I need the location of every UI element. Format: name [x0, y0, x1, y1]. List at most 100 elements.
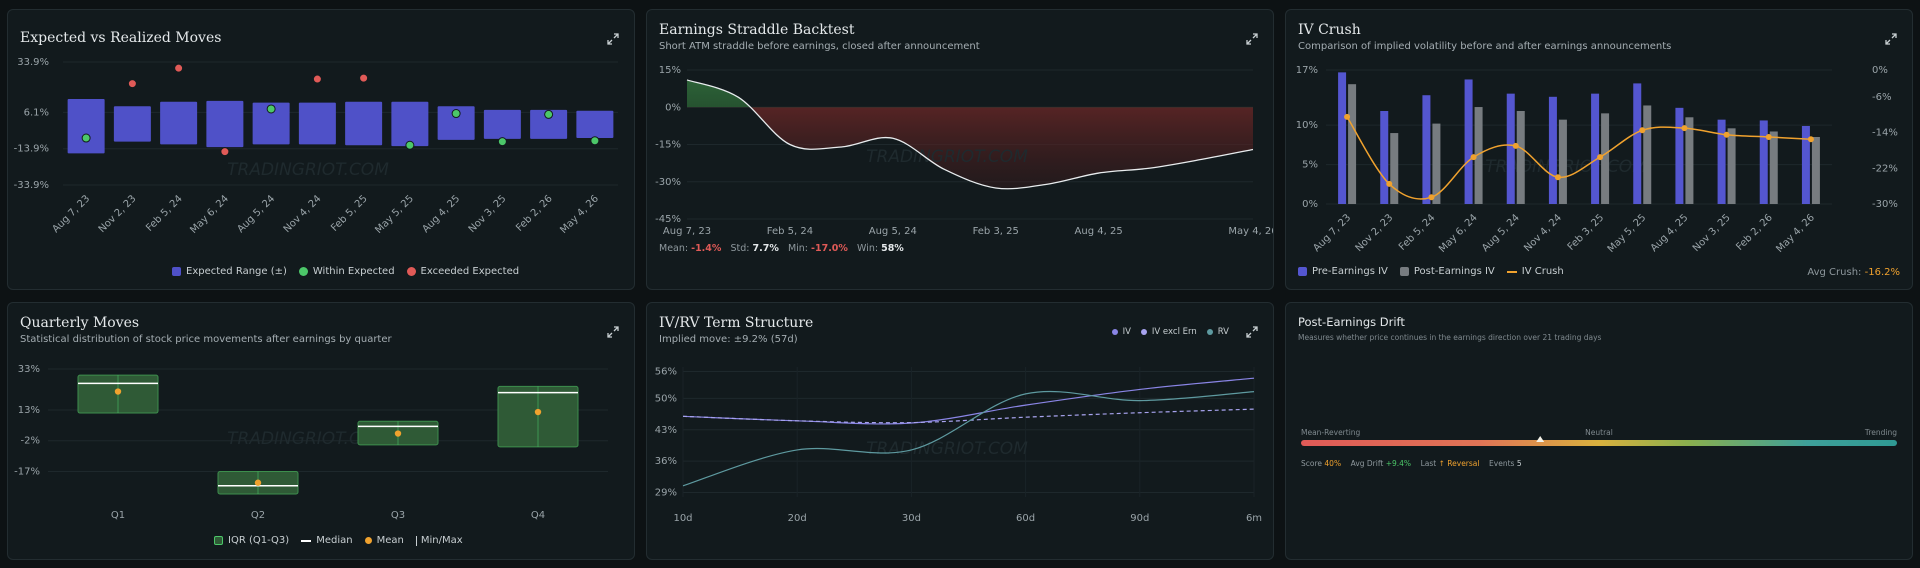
y-tick-label: 13%	[18, 405, 40, 416]
pre-earnings-iv-bar	[1633, 83, 1642, 204]
straddle-backtest-chart: 15% 0% -15% -30% -45% TRADINGRIOT.COM Aug 7, 2…	[655, 65, 1273, 237]
y-tick-label: 15%	[659, 65, 681, 76]
expand-icon[interactable]	[1245, 325, 1259, 339]
pnl-line	[686, 79, 1254, 190]
legend-swatch	[1206, 329, 1213, 335]
quarterly-moves-panel: Quarterly Moves Statistical distribution…	[7, 302, 635, 560]
chart-legend: Expected Range (±) Within Expected Excee…	[172, 266, 531, 277]
x-tick-label: Aug 4, 25	[1649, 212, 1691, 254]
legend-label: Post-Earnings IV	[1413, 266, 1495, 277]
expand-icon[interactable]	[606, 32, 620, 46]
legend-label: Min/Max	[420, 535, 463, 546]
expected-range-bar	[391, 101, 429, 147]
straddle-backtest-panel: Earnings Straddle Backtest Short ATM str…	[646, 9, 1274, 290]
panel-title: IV Crush	[1298, 22, 1361, 38]
x-tick-label: Aug 7, 23	[50, 193, 92, 235]
legend-item-iv: IV	[1111, 327, 1131, 337]
realized-move-dot	[312, 74, 322, 84]
stat-avg-drift: +9.4%	[1385, 459, 1412, 468]
y-tick-label-right: -6%	[1872, 92, 1891, 103]
x-tick-label: May 6, 24	[1437, 212, 1480, 255]
y-tick-label-right: 0%	[1872, 65, 1888, 76]
expected-range-bar	[530, 109, 568, 139]
chart-legend: IV IV excl Ern RV	[1111, 327, 1233, 337]
panel-title: Expected vs Realized Moves	[20, 30, 222, 46]
y-tick-label: -30%	[655, 177, 681, 188]
pre-earnings-iv-bar	[1464, 79, 1473, 204]
y-tick-label: 36%	[655, 456, 677, 467]
x-tick-label: Nov 4, 24	[1522, 212, 1564, 254]
mean-dot	[114, 388, 122, 395]
panel-subtitle: Comparison of implied volatility before …	[1298, 41, 1672, 52]
y-tick-label: 43%	[655, 425, 677, 436]
legend-label: RV	[1217, 327, 1229, 337]
iv-crush-point	[1428, 194, 1435, 201]
scale-label-mean-reverting: Mean-Reverting	[1301, 428, 1361, 437]
expected-range-bar	[298, 102, 336, 145]
x-tick-label: Aug 5, 24	[1480, 212, 1522, 254]
expand-icon[interactable]	[1245, 32, 1259, 46]
pre-earnings-iv-bar	[1338, 72, 1347, 204]
stat-score: 40%	[1324, 459, 1342, 468]
iv-crush-point	[1765, 134, 1772, 140]
legend-swatch	[1399, 267, 1409, 276]
iv-crush-point	[1344, 113, 1351, 120]
y-tick-label: 33%	[18, 364, 40, 375]
straddle-stats: Mean: -1.4% Std: 7.7% Min: -17.0% Win: 5…	[659, 243, 904, 254]
x-tick-label: 90d	[1130, 513, 1149, 524]
mean-dot	[254, 479, 262, 486]
legend-label: Pre-Earnings IV	[1312, 266, 1388, 277]
legend-label: Median	[316, 535, 353, 546]
x-tick-label: Feb 2, 26	[1734, 212, 1775, 253]
avg-crush-value: -16.2%	[1864, 267, 1900, 278]
x-tick-label: Feb 3, 25	[1566, 212, 1607, 253]
legend-swatch	[214, 536, 223, 545]
expected-range-bar	[206, 100, 244, 148]
x-tick-label: 10d	[673, 513, 692, 524]
y-tick-label: 33.9%	[17, 57, 49, 68]
x-tick-label: Aug 4, 25	[420, 193, 462, 235]
panel-subtitle: Short ATM straddle before earnings, clos…	[659, 41, 980, 52]
expand-icon[interactable]	[606, 325, 620, 339]
legend-label: Expected Range (±)	[186, 266, 287, 277]
stat-std: 7.7%	[752, 243, 779, 254]
legend-swatch	[1140, 329, 1147, 335]
y-tick-label-left: 5%	[1302, 160, 1318, 171]
legend-item-pre-earnings-iv: Pre-Earnings IV	[1298, 266, 1388, 277]
watermark: TRADINGRIOT.COM	[866, 147, 1028, 167]
legend-label: Exceeded Expected	[420, 266, 520, 277]
expected-range-bar	[113, 106, 151, 142]
expected-range-bar	[160, 101, 198, 145]
panel-title: Quarterly Moves	[20, 315, 140, 331]
x-tick-label: Nov 4, 24	[282, 193, 324, 235]
x-tick-label: 60d	[1016, 513, 1035, 524]
post-earnings-iv-bar	[1811, 137, 1820, 204]
x-tick-label: May 4, 26	[1774, 212, 1817, 255]
realized-move-dot	[127, 79, 137, 89]
x-tick-label: 6m	[1246, 513, 1262, 524]
panel-subtitle: Implied move: ±9.2% (57d)	[659, 334, 798, 345]
realized-move-dot	[544, 109, 554, 119]
stat-label: Avg Drift	[1350, 459, 1384, 468]
legend-swatch	[1111, 329, 1118, 335]
panel-title: IV/RV Term Structure	[659, 315, 814, 331]
x-tick-label: Q4	[531, 510, 545, 521]
y-tick-label-right: -22%	[1872, 163, 1898, 174]
post-earnings-iv-bar	[1558, 119, 1567, 204]
legend-item-iv-crush: IV Crush	[1506, 266, 1564, 277]
mean-dot	[534, 408, 542, 416]
x-tick-label: Feb 3, 25	[973, 226, 1019, 237]
panel-subtitle: Statistical distribution of stock price …	[20, 334, 392, 345]
legend-swatch	[1506, 270, 1517, 273]
y-tick-label: -17%	[14, 466, 40, 477]
y-tick-label: -45%	[655, 214, 681, 225]
scale-label-trending: Trending	[1864, 428, 1897, 437]
realized-move-dot	[405, 140, 415, 150]
panel-title: Earnings Straddle Backtest	[659, 22, 855, 38]
legend-item-min-max: Min/Max	[415, 535, 463, 546]
x-tick-label: Aug 5, 24	[235, 193, 277, 235]
drift-marker-layer	[1536, 436, 1545, 442]
expand-icon[interactable]	[1884, 32, 1898, 46]
iv-crush-point	[1639, 127, 1646, 134]
realized-move-dot	[359, 73, 369, 83]
